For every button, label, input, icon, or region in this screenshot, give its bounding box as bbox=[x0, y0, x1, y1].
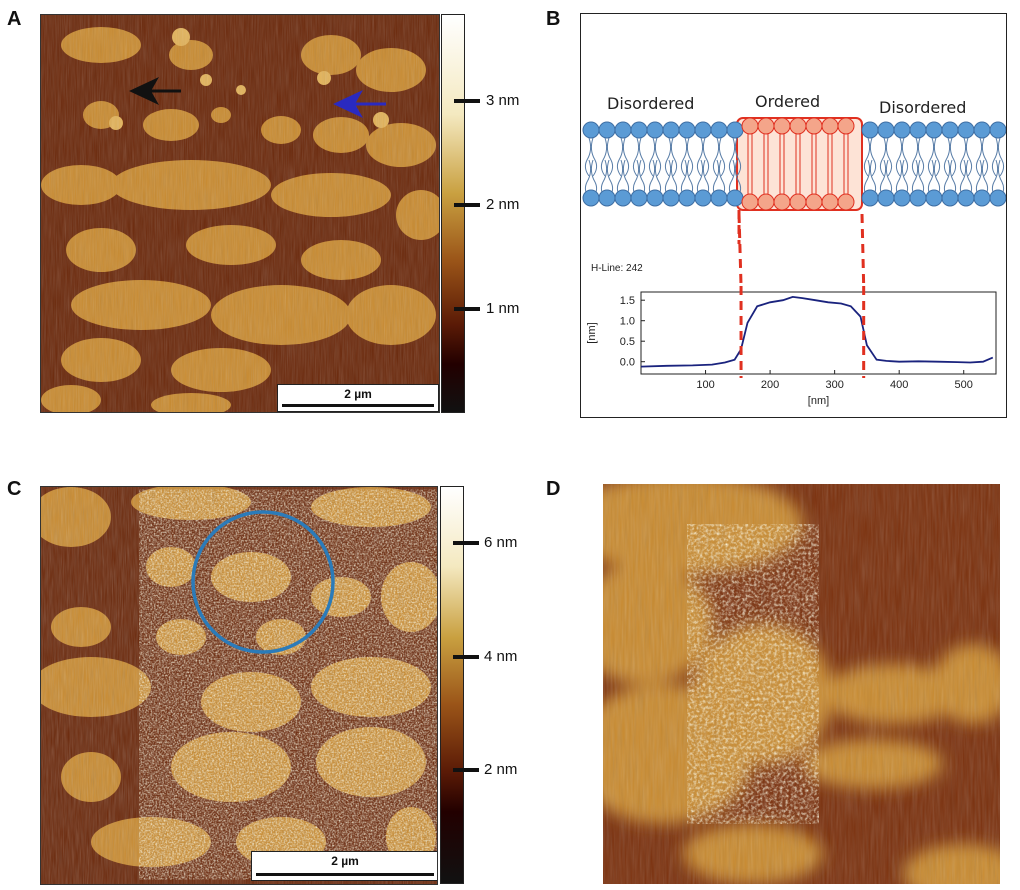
x-tick-label: 100 bbox=[696, 379, 714, 391]
y-tick-label: 0.5 bbox=[620, 336, 635, 348]
colorbar-tick-a-3 bbox=[454, 99, 480, 103]
colorbar-c bbox=[440, 486, 464, 884]
ordered-lipid-head bbox=[837, 193, 855, 211]
lipid-tail bbox=[949, 137, 957, 177]
afm-texture-d bbox=[603, 484, 1000, 884]
afm-image-a: 2 µm bbox=[40, 14, 440, 413]
colorbar-tick-a-2 bbox=[454, 203, 480, 207]
arrows-overlay bbox=[129, 77, 386, 118]
lipid-tail bbox=[606, 137, 614, 177]
scalebar-label-a: 2 µm bbox=[344, 387, 372, 401]
x-tick-label: 300 bbox=[825, 379, 843, 391]
membrane-diagram-panel: Disordered Ordered Disordered H-Line: 24… bbox=[580, 13, 1007, 418]
y-axis-label: [nm] bbox=[586, 322, 598, 343]
ordered-lipid-head bbox=[837, 117, 855, 135]
y-tick-label: 1.5 bbox=[620, 295, 635, 307]
profile-line bbox=[640, 295, 994, 368]
scalebar-c: 2 µm bbox=[251, 851, 437, 881]
lipid-tail bbox=[885, 137, 893, 177]
lipid-tail bbox=[863, 137, 871, 177]
y-tick-label: 0.0 bbox=[620, 357, 635, 369]
panel-letter-b: B bbox=[546, 8, 561, 30]
colorbar-tick-a-1 bbox=[454, 307, 480, 311]
colorbar-label-a-3: 3 nm bbox=[486, 92, 520, 109]
lipid-tail bbox=[734, 137, 742, 177]
lipid-tail bbox=[911, 137, 919, 177]
lipid-tail bbox=[927, 137, 935, 177]
lipid-tail bbox=[638, 137, 646, 177]
lipid-tail bbox=[728, 137, 736, 177]
panel-letter-a: A bbox=[7, 8, 22, 30]
lipid-tail bbox=[965, 137, 973, 177]
colorbar-tick-c-4 bbox=[453, 655, 479, 659]
lipid-tail bbox=[648, 137, 656, 177]
lipid-tail bbox=[933, 137, 941, 177]
height-profile-chart: 100 200 300 400 500 1.5 1.0 0.5 0.0 [nm] [nm] bbox=[586, 286, 997, 407]
lipid-tail bbox=[670, 137, 678, 177]
lipid-tail bbox=[869, 137, 877, 177]
colorbar-label-a-1: 1 nm bbox=[486, 300, 520, 317]
lipid-tail bbox=[712, 137, 720, 177]
lipid-tail bbox=[622, 137, 630, 177]
connector-dash-0 bbox=[737, 213, 743, 287]
lipid-tail bbox=[632, 137, 640, 177]
colorbar-label-c-6: 6 nm bbox=[484, 534, 518, 551]
y-tick-label: 1.0 bbox=[620, 316, 635, 328]
region-circle bbox=[191, 510, 335, 654]
lipid-tail bbox=[664, 137, 672, 177]
lipid-tail bbox=[584, 137, 592, 177]
lipid-tail bbox=[991, 137, 999, 177]
disordered-lipid-head bbox=[989, 189, 1006, 207]
lipid-bilayer bbox=[582, 117, 1006, 244]
lipid-tail bbox=[879, 137, 887, 177]
colorbar-label-a-2: 2 nm bbox=[486, 196, 520, 213]
colorbar-tick-c-2 bbox=[453, 768, 479, 772]
plot-frame bbox=[640, 291, 997, 375]
lipid-tail bbox=[895, 137, 903, 177]
lipid-tail bbox=[959, 137, 967, 177]
black-arrow-icon bbox=[129, 77, 181, 105]
panel-letter-d: D bbox=[546, 478, 561, 500]
x-tick-label: 400 bbox=[890, 379, 908, 391]
label-ordered: Ordered bbox=[755, 92, 821, 111]
colorbar-a bbox=[441, 14, 465, 413]
connector-dash-1 bbox=[860, 213, 866, 287]
afm-texture-a bbox=[41, 15, 439, 412]
lipid-tail bbox=[943, 137, 951, 177]
lipid-tail bbox=[696, 137, 704, 177]
x-axis-label: [nm] bbox=[808, 395, 829, 407]
scalebar-line-a bbox=[282, 404, 434, 407]
h-line-label: H-Line: 242 bbox=[591, 263, 643, 274]
afm-image-c: 2 µm bbox=[40, 486, 438, 885]
afm-texture-c bbox=[41, 487, 437, 884]
scalebar-a: 2 µm bbox=[277, 384, 439, 412]
lipid-tail bbox=[981, 137, 989, 177]
lipid-tail bbox=[654, 137, 662, 177]
colorbar-label-c-2: 2 nm bbox=[484, 761, 518, 778]
x-tick-label: 500 bbox=[955, 379, 973, 391]
panel-letter-c: C bbox=[7, 478, 22, 500]
colorbar-label-c-4: 4 nm bbox=[484, 648, 518, 665]
boundary-connectors bbox=[737, 213, 866, 287]
lipid-tail bbox=[590, 137, 598, 177]
label-disordered-left: Disordered bbox=[607, 94, 695, 113]
lipid-tail bbox=[616, 137, 624, 177]
lipid-tail bbox=[901, 137, 909, 177]
disordered-lipid-head bbox=[989, 121, 1006, 139]
lipid-tail bbox=[997, 137, 1005, 177]
label-disordered-right: Disordered bbox=[879, 98, 967, 117]
lipid-tail bbox=[917, 137, 925, 177]
scalebar-label-c: 2 µm bbox=[331, 854, 359, 868]
lipid-tail bbox=[680, 137, 688, 177]
lipid-tail bbox=[975, 137, 983, 177]
x-tick-label: 200 bbox=[761, 379, 779, 391]
lipid-tail bbox=[600, 137, 608, 177]
lipid-tail bbox=[686, 137, 694, 177]
colorbar-tick-c-6 bbox=[453, 541, 479, 545]
blue-arrow-icon bbox=[333, 90, 386, 118]
lipid-tail bbox=[702, 137, 710, 177]
scalebar-line-c bbox=[256, 873, 434, 876]
afm-image-d bbox=[603, 484, 1000, 884]
lipid-tail bbox=[718, 137, 726, 177]
